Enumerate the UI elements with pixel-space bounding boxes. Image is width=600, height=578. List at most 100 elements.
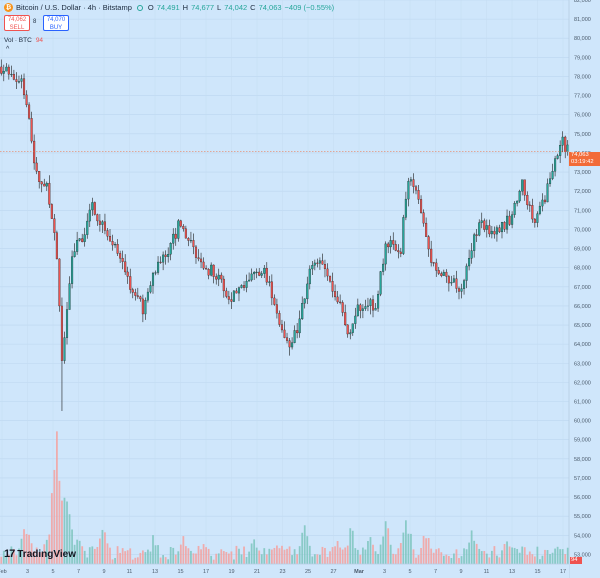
candle-body [278,312,281,325]
candle-body [564,136,567,152]
volume-bar [389,544,392,564]
volume-bar [394,554,397,564]
volume-bar [351,530,354,564]
volume-bar [91,546,94,564]
volume-bar [154,545,157,564]
candle-body [248,279,251,282]
candle-body [121,258,124,262]
volume-bar [23,529,25,564]
volume-bar [93,548,96,564]
candle-body [382,263,385,272]
time-axis-labels: Feb 3 5 7 9 11 13 15 17 19 21 23 25 27 Mar 3 5 7 9 11 13 15 17 [0,569,566,575]
candle-body [240,285,243,288]
volume-bar [490,550,493,564]
volume-bar [172,547,175,564]
volume-bar [276,545,278,564]
volume-tag: 94 [570,557,582,564]
time-tick-label: 9 [102,569,105,575]
volume-bar [321,546,324,564]
time-tick-label: 15 [177,569,183,575]
volume-bar [293,549,296,564]
candle-body [78,238,81,241]
candle-body [394,244,397,251]
price-tick-label: 55,000 [574,514,591,520]
volume-bar [354,548,357,564]
candle-body [222,278,225,292]
candle-body [101,221,104,225]
time-tick-label: 19 [228,569,234,575]
volume-bar [245,557,248,564]
candle-body [435,262,438,271]
volume-bar [111,559,114,564]
volume-bar [564,554,567,564]
candle-body [172,233,175,244]
candle-body [12,73,15,80]
tradingview-logo[interactable]: 17 TradingView [4,548,76,560]
volume-legend[interactable]: Vol · BTC 94 [4,37,43,44]
volume-bar [369,537,372,564]
candle-body [409,179,412,182]
candle-body [331,281,334,292]
candle-body [384,243,387,265]
price-tick-label: 72,000 [574,189,591,195]
candle-body [450,281,453,284]
volume-bar [28,534,30,564]
volume-bar [200,549,202,564]
volume-bar [10,546,13,564]
candle-body [511,214,514,225]
price-axis-labels: 82,000 81,000 80,000 79,000 78,000 77,000 76,0… [574,0,591,558]
time-tick-label: 25 [305,569,311,575]
volume-bar [119,552,122,564]
volume-bar [324,547,326,564]
symbol-name[interactable]: Bitcoin / U.S. Dollar · 4h · Bitstamp [16,3,132,12]
volume-bar [311,556,314,564]
candle-body [417,190,420,200]
volume-bar [523,547,526,564]
volume-bar [263,548,266,564]
volume-bar [255,547,258,564]
candle-body [478,222,481,236]
candle-body [111,241,114,246]
close-value: 74,063 [258,3,282,12]
price-tick-label: 64,000 [574,342,591,348]
candle-body [554,158,557,172]
volume-bar [68,514,71,564]
volume-bar [66,501,68,564]
candle-body [91,202,94,211]
candle-body [237,287,241,294]
volume-bar [417,555,420,564]
volume-bar [177,551,180,564]
price-tick-label: 69,000 [574,247,591,253]
market-open-icon [136,4,143,11]
candle-body [475,234,478,236]
volume-bar [179,544,182,564]
candle-body [503,222,506,230]
candle-body [108,236,112,242]
volume-bar [367,541,369,564]
candle-body [463,280,466,289]
volume-bar [521,546,524,564]
candle-body [7,66,10,75]
volume-bar [455,549,458,564]
candle-body [526,195,529,206]
candle-body [301,303,304,320]
candle-body [260,273,263,276]
volume-bar [45,539,48,564]
volume-bar [238,548,240,564]
volume-label: Vol · BTC [4,37,32,44]
candle-body [283,329,286,338]
candle-body [369,299,372,307]
candle-body [346,324,349,335]
collapse-legend-icon[interactable]: ^ [6,46,10,53]
candle-body [215,276,218,280]
candle-body [217,274,220,280]
candle-body [35,162,38,172]
volume-bar [202,544,205,564]
buy-button[interactable]: 74,070 BUY [43,15,69,31]
candle-body [212,264,215,277]
sell-button[interactable]: 74,062 SELL [4,15,30,31]
candle-body [318,260,321,264]
volume-bar [397,548,400,564]
candle-body [179,220,182,227]
